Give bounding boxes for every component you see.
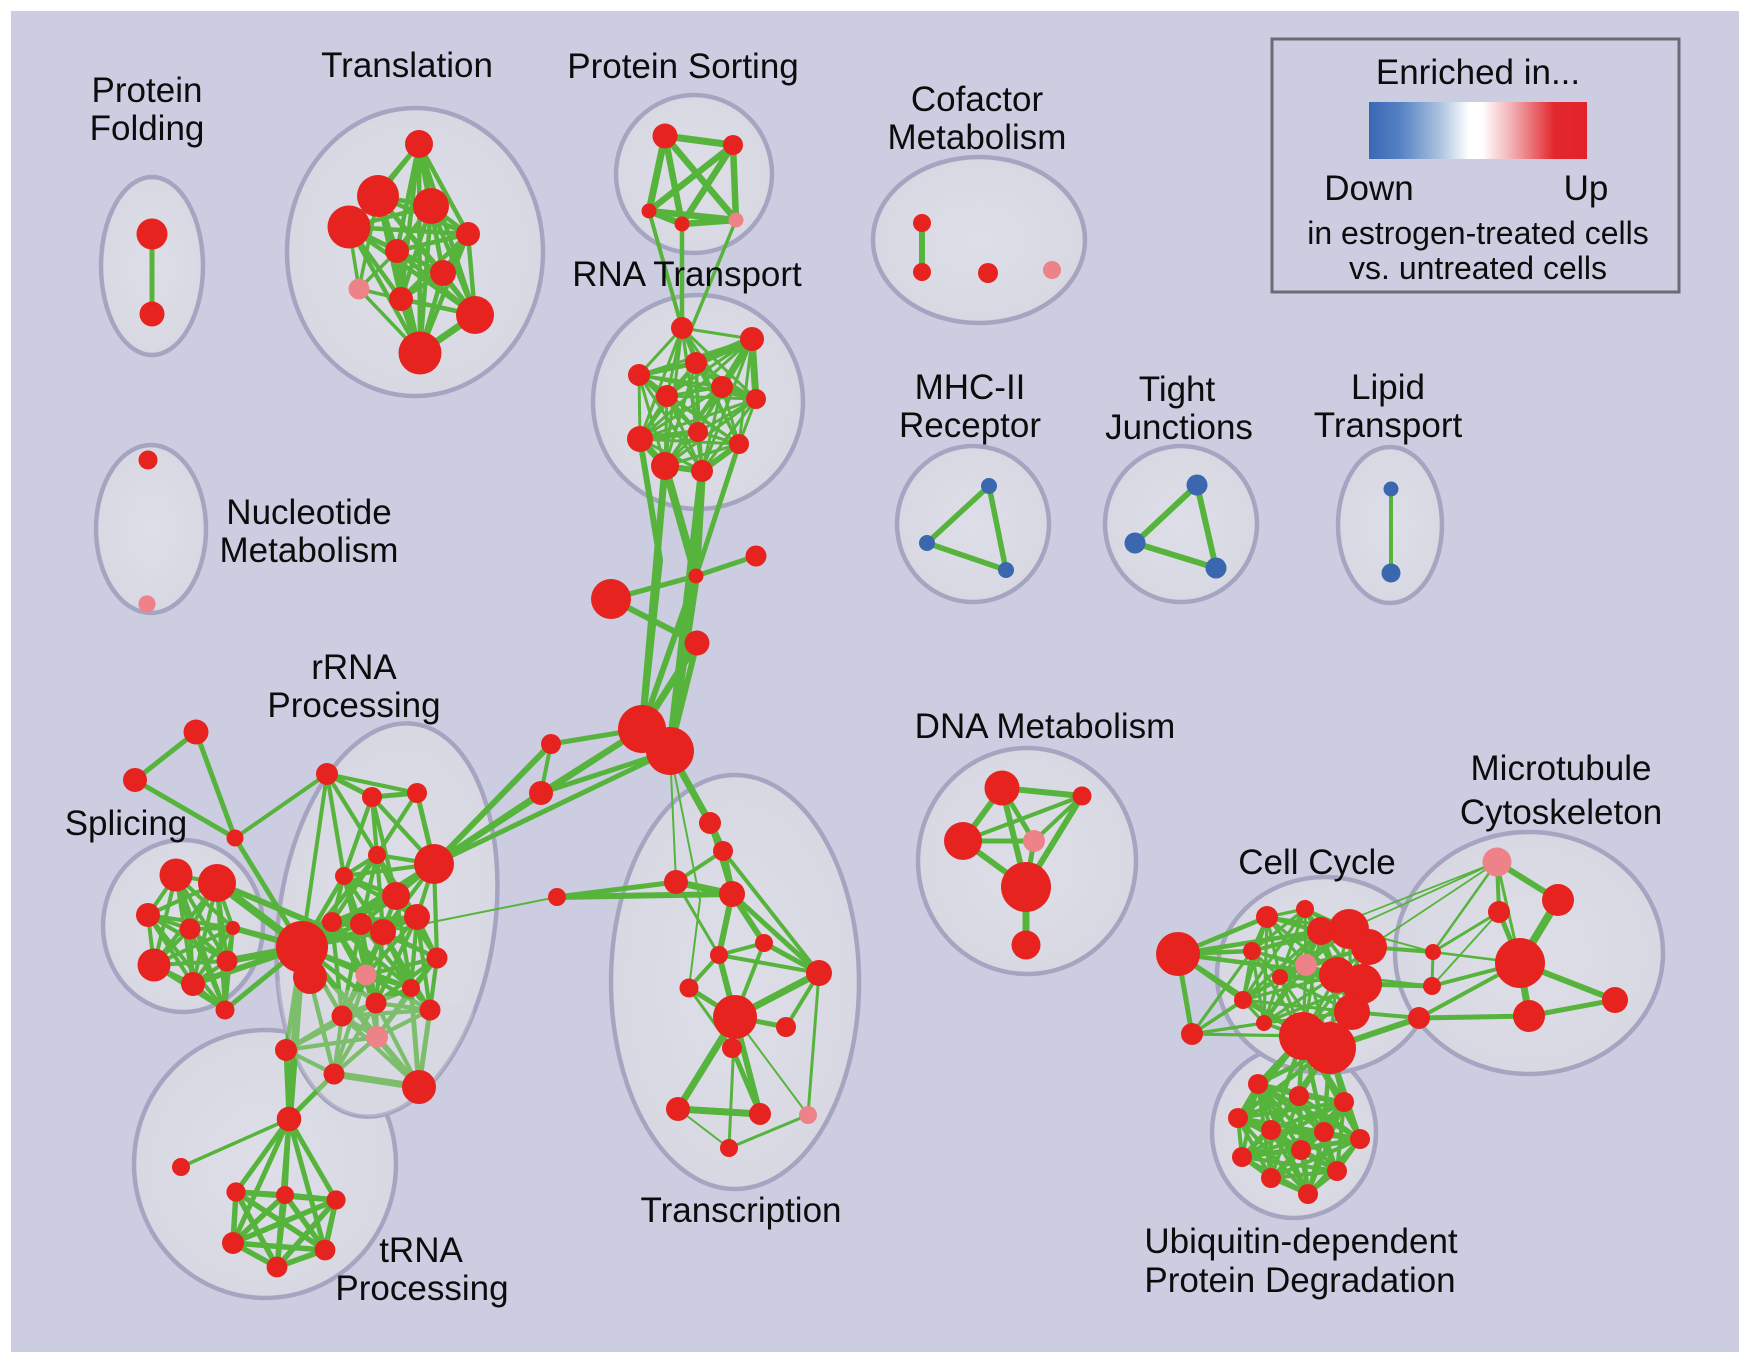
svg-text:Folding: Folding [90, 109, 205, 148]
svg-text:Junctions: Junctions [1105, 408, 1253, 447]
svg-text:Metabolism: Metabolism [888, 118, 1067, 157]
svg-text:DNA Metabolism: DNA Metabolism [915, 707, 1176, 746]
svg-text:Nucleotide: Nucleotide [226, 493, 391, 532]
svg-text:Receptor: Receptor [899, 406, 1041, 445]
svg-text:Metabolism: Metabolism [220, 531, 399, 570]
svg-text:Translation: Translation [321, 46, 493, 85]
svg-text:Cell Cycle: Cell Cycle [1238, 843, 1396, 882]
svg-text:MHC-II: MHC-II [915, 368, 1026, 407]
svg-text:Cytoskeleton: Cytoskeleton [1460, 793, 1662, 832]
svg-text:Transcription: Transcription [641, 1191, 842, 1230]
svg-text:Protein: Protein [92, 71, 203, 110]
svg-text:Cofactor: Cofactor [911, 80, 1044, 119]
svg-text:Enriched in...: Enriched in... [1376, 53, 1580, 92]
svg-text:tRNA: tRNA [379, 1231, 463, 1270]
svg-text:Processing: Processing [335, 1269, 508, 1308]
svg-text:Ubiquitin-dependent: Ubiquitin-dependent [1144, 1222, 1458, 1261]
svg-text:Processing: Processing [267, 686, 440, 725]
svg-text:vs. untreated cells: vs. untreated cells [1349, 250, 1607, 286]
svg-text:Protein Degradation: Protein Degradation [1144, 1261, 1455, 1300]
svg-text:Up: Up [1564, 169, 1609, 208]
svg-text:Splicing: Splicing [65, 804, 188, 843]
svg-text:Microtubule: Microtubule [1471, 749, 1652, 788]
svg-text:Lipid: Lipid [1351, 368, 1425, 407]
svg-text:in estrogen-treated cells: in estrogen-treated cells [1307, 215, 1649, 251]
svg-text:Down: Down [1324, 169, 1413, 208]
svg-text:rRNA: rRNA [311, 648, 397, 687]
svg-text:RNA Transport: RNA Transport [572, 255, 802, 294]
svg-text:Protein Sorting: Protein Sorting [567, 47, 799, 86]
svg-text:Transport: Transport [1314, 406, 1463, 445]
svg-text:Tight: Tight [1139, 370, 1216, 409]
